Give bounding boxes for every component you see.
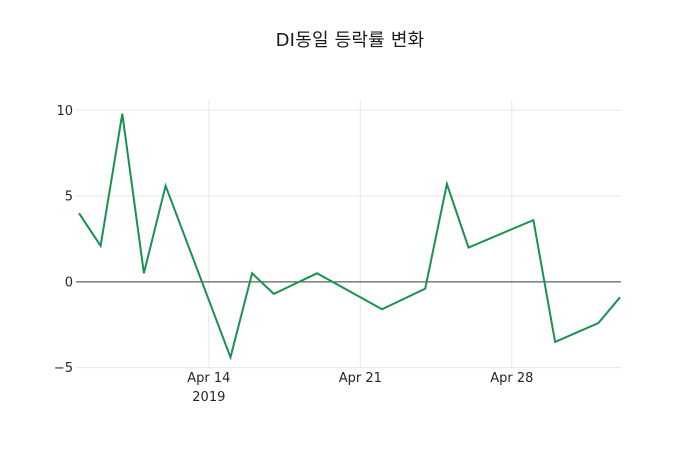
y-tick-label: 5 bbox=[65, 190, 73, 205]
y-tick-label: 0 bbox=[65, 275, 73, 290]
x-tick-label: Apr 21 bbox=[339, 371, 382, 386]
y-tick-label: 10 bbox=[56, 104, 73, 119]
chart-title: DI동일 등락률 변화 bbox=[275, 30, 425, 51]
x-tick-label: Apr 28 bbox=[490, 371, 533, 386]
x-tick-year-label: 2019 bbox=[192, 390, 225, 405]
x-tick-label: Apr 14 bbox=[187, 371, 230, 386]
price-change-line bbox=[78, 113, 621, 361]
y-tick-label: −5 bbox=[54, 361, 73, 376]
